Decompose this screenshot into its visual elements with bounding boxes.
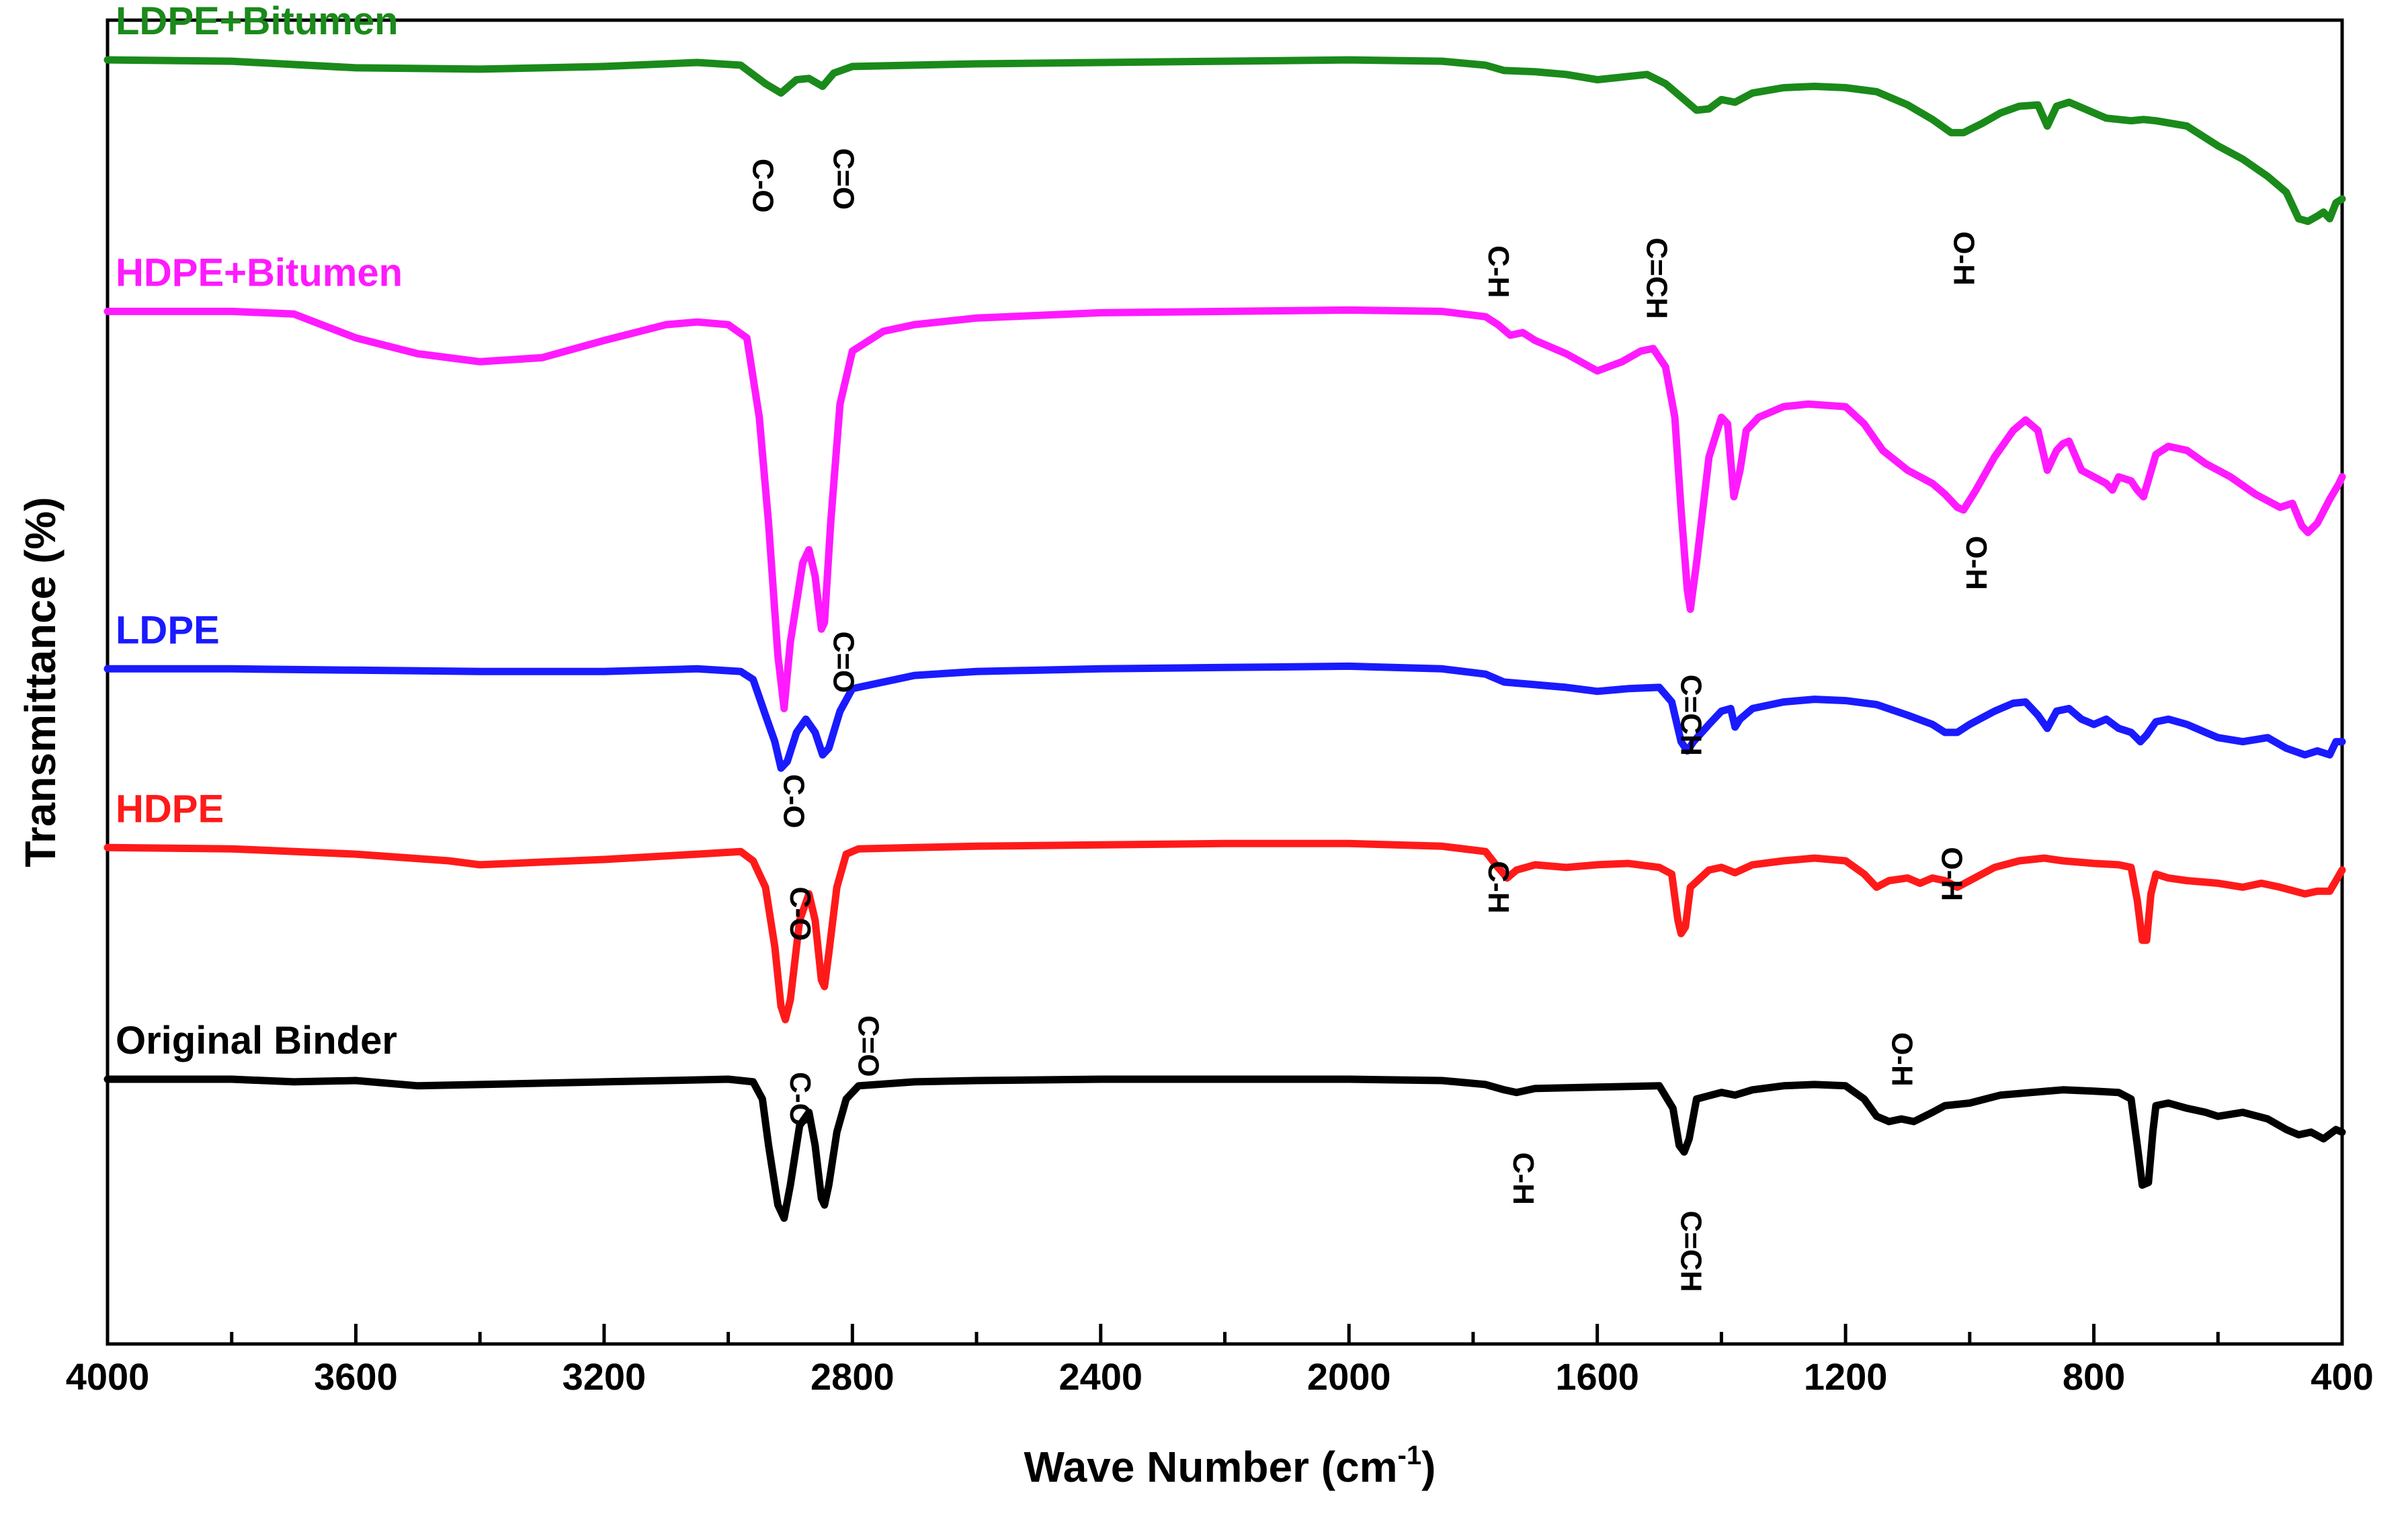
bond-annotation: C=CH: [1674, 675, 1707, 756]
x-tick-label: 4000: [66, 1355, 150, 1398]
x-tick-label: 2800: [811, 1355, 895, 1398]
x-axis-title: Wave Number (cm-1): [1024, 1441, 1436, 1491]
series-line-ldpe: [103, 662, 2346, 772]
annotation-layer: C-O C=O C-H C=CH O-H O-H C=O C=CH C-O C-H O-H C-O C=…: [747, 149, 1993, 1292]
bond-annotation: C-O: [784, 1072, 817, 1126]
series-layer: [103, 56, 2346, 1222]
x-tick-label: 1200: [1804, 1355, 1888, 1398]
series-label-ldpe-bitumen: LDPE+Bitumen: [116, 0, 399, 43]
bond-annotation: C=CH: [1641, 238, 1673, 319]
x-axis-title-close: ): [1421, 1443, 1436, 1491]
series-line-original-binder: [103, 1075, 2346, 1222]
x-tick-label: 2000: [1307, 1355, 1391, 1398]
bond-annotation: O-H: [1885, 1032, 1918, 1087]
y-axis-title: Transmittance (%): [16, 497, 65, 867]
bond-annotation: C-O: [784, 886, 817, 941]
x-axis-title-text: Wave Number (cm: [1024, 1443, 1398, 1491]
series-label-layer: LDPE+Bitumen HDPE+Bitumen LDPE HDPE Original…: [116, 0, 403, 1062]
bond-annotation: C-O: [778, 774, 811, 829]
series-line-ldpe-bitumen: [103, 56, 2346, 225]
series-line-hdpe: [103, 839, 2346, 1023]
x-tick-label: 400: [2311, 1355, 2373, 1398]
x-tick-label: 2400: [1058, 1355, 1143, 1398]
series-label-hdpe: HDPE: [116, 787, 224, 831]
bond-annotation: C-H: [1507, 1152, 1540, 1205]
series-label-hdpe-bitumen: HDPE+Bitumen: [116, 251, 403, 294]
bond-annotation: C=O: [827, 632, 860, 693]
x-tick-label: 1600: [1555, 1355, 1639, 1398]
plot-frame: [106, 18, 2344, 1346]
bond-annotation: O-H: [1948, 231, 1981, 286]
x-tick-label: 800: [2063, 1355, 2125, 1398]
bond-annotation: C=O: [852, 1015, 885, 1077]
bond-annotation: C=O: [827, 149, 860, 210]
x-axis-ticks: [106, 1324, 2344, 1344]
x-tick-label: 3600: [314, 1355, 398, 1398]
bond-annotation: C-H: [1482, 861, 1515, 913]
x-axis-tick-labels: 4000 3600 3200 2800 2400 2000 1600 1200 800 400: [66, 1355, 2374, 1398]
series-line-hdpe-bitumen: [103, 306, 2346, 712]
series-label-ldpe: LDPE: [116, 608, 220, 652]
bond-annotation: O-H: [1960, 536, 1993, 590]
bond-annotation: O-H: [1935, 847, 1968, 901]
bond-annotation: C-H: [1482, 245, 1515, 298]
bond-annotation: C-O: [747, 159, 780, 213]
bond-annotation: C=CH: [1674, 1211, 1707, 1292]
x-tick-label: 3200: [563, 1355, 647, 1398]
x-axis-title-superscript: -1: [1398, 1441, 1422, 1470]
series-label-original-binder: Original Binder: [116, 1019, 397, 1062]
